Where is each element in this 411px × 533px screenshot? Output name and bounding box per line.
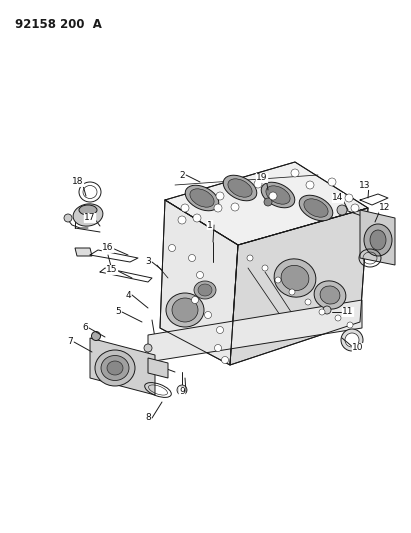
- Ellipse shape: [228, 179, 252, 197]
- Circle shape: [216, 192, 224, 200]
- Ellipse shape: [266, 186, 290, 204]
- Text: 92158 200  A: 92158 200 A: [15, 18, 102, 31]
- Ellipse shape: [261, 182, 295, 208]
- Circle shape: [269, 192, 277, 200]
- Ellipse shape: [314, 281, 346, 309]
- Polygon shape: [165, 162, 368, 245]
- Polygon shape: [160, 200, 238, 365]
- Ellipse shape: [95, 350, 135, 386]
- Polygon shape: [148, 358, 168, 378]
- Circle shape: [193, 214, 201, 222]
- Ellipse shape: [341, 329, 363, 351]
- Circle shape: [177, 385, 187, 395]
- Ellipse shape: [79, 205, 97, 215]
- Ellipse shape: [172, 298, 198, 322]
- Circle shape: [231, 203, 239, 211]
- Circle shape: [305, 299, 311, 305]
- Ellipse shape: [345, 333, 359, 347]
- Circle shape: [215, 344, 222, 351]
- Circle shape: [192, 296, 199, 303]
- Circle shape: [319, 309, 325, 315]
- Circle shape: [189, 254, 196, 262]
- Ellipse shape: [185, 185, 219, 211]
- Ellipse shape: [304, 199, 328, 217]
- Circle shape: [205, 311, 212, 319]
- Ellipse shape: [107, 361, 123, 375]
- Text: 7: 7: [67, 337, 73, 346]
- Circle shape: [196, 271, 203, 279]
- Text: 13: 13: [359, 181, 371, 190]
- Polygon shape: [230, 208, 368, 365]
- Circle shape: [275, 277, 281, 283]
- Circle shape: [337, 205, 347, 215]
- Ellipse shape: [364, 224, 392, 256]
- Text: 4: 4: [125, 290, 131, 300]
- Text: 8: 8: [145, 414, 151, 423]
- Polygon shape: [90, 338, 155, 395]
- Ellipse shape: [101, 356, 129, 381]
- Text: 11: 11: [342, 308, 354, 317]
- Text: 16: 16: [102, 244, 114, 253]
- Circle shape: [92, 332, 101, 341]
- Circle shape: [291, 169, 299, 177]
- Circle shape: [222, 357, 229, 364]
- Ellipse shape: [198, 284, 212, 296]
- Ellipse shape: [370, 230, 386, 250]
- Text: 1: 1: [207, 221, 213, 230]
- Ellipse shape: [281, 265, 309, 290]
- Text: 3: 3: [145, 257, 151, 266]
- Text: 5: 5: [115, 308, 121, 317]
- Text: 17: 17: [84, 214, 96, 222]
- Circle shape: [262, 265, 268, 271]
- Text: 18: 18: [72, 177, 84, 187]
- Circle shape: [144, 344, 152, 352]
- Circle shape: [323, 306, 331, 314]
- Ellipse shape: [299, 195, 333, 221]
- Text: 10: 10: [352, 343, 364, 352]
- Ellipse shape: [73, 204, 103, 226]
- Circle shape: [328, 178, 336, 186]
- Circle shape: [306, 181, 314, 189]
- Circle shape: [254, 180, 262, 188]
- Polygon shape: [360, 210, 395, 265]
- Circle shape: [335, 315, 341, 321]
- Text: 14: 14: [332, 193, 344, 203]
- Circle shape: [169, 245, 175, 252]
- Text: 2: 2: [179, 171, 185, 180]
- Circle shape: [289, 289, 295, 295]
- Circle shape: [217, 327, 224, 334]
- Circle shape: [214, 204, 222, 212]
- Text: 19: 19: [256, 174, 268, 182]
- Circle shape: [347, 322, 353, 328]
- Text: 6: 6: [82, 324, 88, 333]
- Ellipse shape: [320, 286, 340, 304]
- Ellipse shape: [166, 293, 204, 327]
- Ellipse shape: [194, 281, 216, 299]
- Circle shape: [64, 214, 72, 222]
- Circle shape: [247, 255, 253, 261]
- Circle shape: [351, 204, 359, 212]
- Ellipse shape: [223, 175, 257, 201]
- Polygon shape: [148, 300, 362, 362]
- Ellipse shape: [190, 189, 214, 207]
- Polygon shape: [75, 248, 92, 256]
- Circle shape: [264, 198, 272, 206]
- Circle shape: [181, 204, 189, 212]
- Text: 12: 12: [379, 204, 391, 213]
- Ellipse shape: [274, 259, 316, 297]
- Text: 9: 9: [179, 387, 185, 397]
- Circle shape: [345, 194, 353, 202]
- Text: 15: 15: [106, 265, 118, 274]
- Circle shape: [178, 216, 186, 224]
